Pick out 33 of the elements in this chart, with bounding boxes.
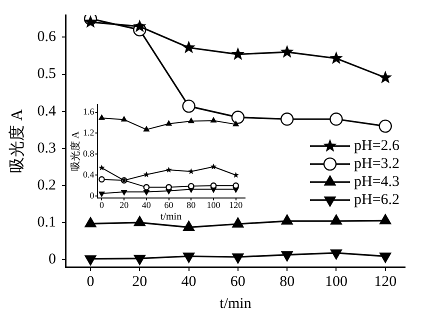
x-tick-label: 120 <box>229 200 244 210</box>
y-tick-label: 0 <box>48 252 56 268</box>
legend-label: pH=3.2 <box>354 156 400 172</box>
x-tick-label: 20 <box>132 274 148 290</box>
y-tick-label: 0.8 <box>83 148 95 159</box>
x-tick-label: 40 <box>181 274 196 290</box>
y-tick-label: 0.4 <box>83 170 95 180</box>
y-tick-label: 0.1 <box>37 214 56 230</box>
x-tick-label: 100 <box>206 200 221 210</box>
x-tick-label: 20 <box>120 200 130 210</box>
y-axis-title: 吸光度 A <box>8 108 26 173</box>
y-axis-title: 吸光度 A <box>70 130 82 172</box>
y-tick-label: 0.2 <box>37 177 56 194</box>
y-tick-label: 0.6 <box>37 29 56 46</box>
legend-label: pH=6.2 <box>354 192 400 208</box>
legend-label: pH=2.6 <box>354 138 400 154</box>
y-tick-label: 0.4 <box>37 103 56 120</box>
x-tick-label: 120 <box>374 274 397 290</box>
x-tick-label: 60 <box>164 200 174 210</box>
y-tick-label: 1.6 <box>83 106 95 117</box>
y-tick-label: 0 <box>90 190 95 200</box>
x-tick-label: 0 <box>99 200 104 210</box>
y-tick-label: 1.2 <box>83 128 94 138</box>
x-tick-label: 80 <box>186 200 196 210</box>
x-tick-label: 100 <box>324 274 348 290</box>
y-tick-label: 0.5 <box>37 66 56 82</box>
legend-label: pH=4.3 <box>354 174 400 190</box>
x-tick-label: 40 <box>142 200 152 210</box>
y-tick-label: 0.3 <box>37 140 56 156</box>
x-tick-label: 80 <box>280 274 295 290</box>
x-axis-title: t/min <box>220 296 252 312</box>
x-axis-title: t/min <box>160 212 182 223</box>
x-tick-label: 60 <box>230 274 246 290</box>
